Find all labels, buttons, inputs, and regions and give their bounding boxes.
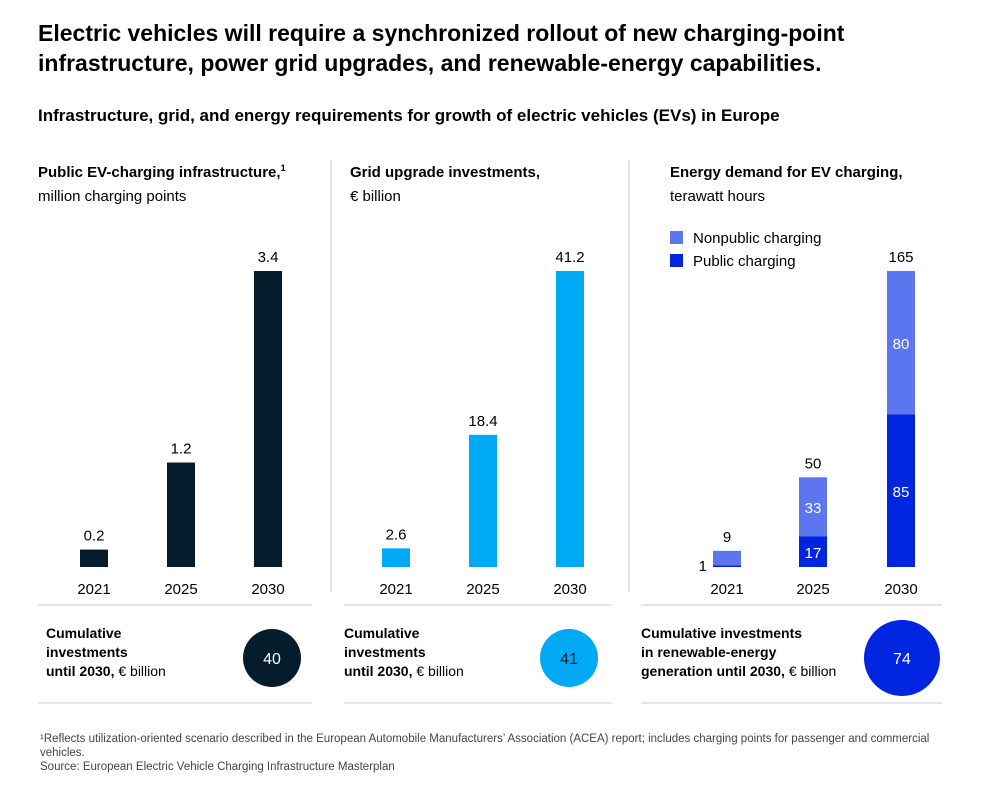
cumulative-unit: € billion <box>114 663 165 679</box>
x-tick-label: 2025 <box>466 581 499 598</box>
cumulative-label: until 2030, € billion <box>46 663 166 679</box>
segment-label: 80 <box>893 336 910 353</box>
cumulative-label: Cumulative <box>344 625 420 641</box>
data-label: 2.6 <box>386 526 407 543</box>
data-label: 1.2 <box>171 441 192 458</box>
segment-label: 85 <box>893 484 910 501</box>
data-label: 0.2 <box>84 528 105 545</box>
data-label: 3.4 <box>258 249 279 266</box>
panel-unit: € billion <box>350 188 401 205</box>
bar <box>167 462 195 567</box>
segment-label: 17 <box>805 545 822 562</box>
panel-unit: terawatt hours <box>670 188 765 205</box>
source-note: Source: European Electric Vehicle Chargi… <box>40 761 395 773</box>
cumulative-value: 74 <box>893 651 911 668</box>
cumulative-label: investments <box>344 644 426 660</box>
cumulative-unit: € billion <box>785 663 836 679</box>
legend-swatch <box>670 231 683 244</box>
panel-unit: million charging points <box>38 188 186 205</box>
cumulative-label: in renewable-energy <box>641 644 777 660</box>
bar-segment-public <box>799 536 827 567</box>
segment-label: 1 <box>699 558 707 575</box>
bar <box>382 548 410 567</box>
legend-label: Public charging <box>693 253 796 270</box>
total-label: 165 <box>888 249 913 266</box>
data-label: 41.2 <box>555 249 584 266</box>
bar <box>469 434 497 567</box>
x-tick-label: 2021 <box>710 581 743 598</box>
cumulative-unit: € billion <box>412 663 463 679</box>
panel-title: Public EV-charging infrastructure,1 <box>38 163 286 181</box>
panel-title: Grid upgrade investments, <box>350 164 540 181</box>
cumulative-value: 41 <box>560 651 578 668</box>
x-tick-label: 2030 <box>553 581 586 598</box>
bar-segment-nonpublic <box>713 550 741 566</box>
bar-segment-public <box>887 414 915 567</box>
total-label: 50 <box>805 455 822 472</box>
x-tick-label: 2021 <box>77 581 110 598</box>
total-label: 9 <box>723 529 731 546</box>
cumulative-label: Cumulative investments <box>641 625 802 641</box>
cumulative-circle <box>540 629 598 687</box>
cumulative-label: generation until 2030, € billion <box>641 663 836 679</box>
cumulative-label: investments <box>46 644 128 660</box>
x-tick-label: 2030 <box>251 581 284 598</box>
x-tick-label: 2030 <box>884 581 917 598</box>
data-label: 18.4 <box>468 413 497 430</box>
cumulative-label: until 2030, € billion <box>344 663 464 679</box>
cumulative-circle <box>864 620 940 696</box>
cumulative-label: Cumulative <box>46 625 122 641</box>
bar-segment-nonpublic <box>799 477 827 537</box>
bar <box>254 271 282 567</box>
x-tick-label: 2025 <box>796 581 829 598</box>
panel-title: Energy demand for EV charging, <box>670 164 903 181</box>
bar-segment-nonpublic <box>887 271 915 415</box>
bar-segment-public <box>713 565 741 567</box>
legend-label: Nonpublic charging <box>693 230 821 247</box>
footnote: ¹Reflects utilization-oriented scenario … <box>40 733 930 759</box>
x-tick-label: 2021 <box>379 581 412 598</box>
cumulative-circle <box>243 629 301 687</box>
cumulative-value: 40 <box>263 651 281 668</box>
footnotes: ¹Reflects utilization-oriented scenario … <box>40 732 950 774</box>
legend-swatch <box>670 254 683 267</box>
bar <box>556 271 584 567</box>
segment-label: 33 <box>805 500 822 517</box>
chart-subtitle: Infrastructure, grid, and energy require… <box>38 106 780 125</box>
x-tick-label: 2025 <box>164 581 197 598</box>
chart-title: Electric vehicles will require a synchro… <box>38 20 845 76</box>
footnote-marker: 1 <box>281 163 286 173</box>
bar <box>80 549 108 567</box>
